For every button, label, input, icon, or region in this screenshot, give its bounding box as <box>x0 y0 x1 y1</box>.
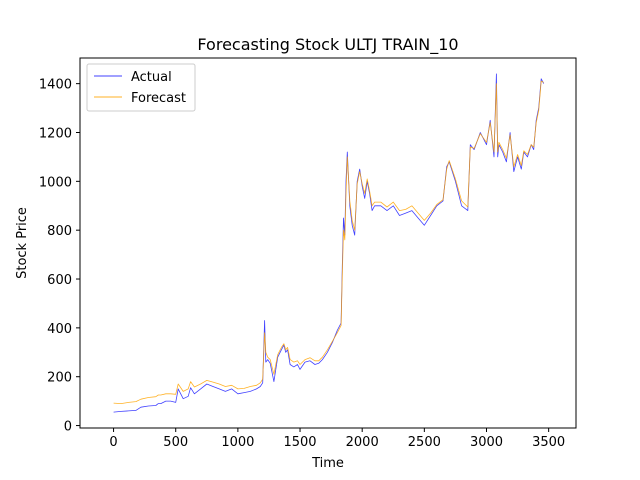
legend-label-forecast: Forecast <box>131 91 186 106</box>
chart-title: Forecasting Stock ULTJ TRAIN_10 <box>197 35 458 55</box>
y-tick-label: 400 <box>47 322 72 337</box>
legend: Actual Forecast <box>86 63 196 112</box>
y-tick-label: 200 <box>47 371 72 386</box>
y-tick-label: 800 <box>47 224 72 239</box>
y-axis-ticks: 0 200 400 600 800 1000 1200 1400 <box>39 78 80 435</box>
x-tick-label: 500 <box>163 435 188 450</box>
x-tick-label: 0 <box>109 435 117 450</box>
series-line-forecast <box>113 80 544 405</box>
x-tick-label: 1000 <box>221 435 254 450</box>
series-line-actual <box>113 73 545 413</box>
x-tick-label: 2500 <box>408 435 441 450</box>
y-axis-label: Stock Price <box>15 207 30 279</box>
y-tick-label: 0 <box>64 420 72 435</box>
y-tick-label: 600 <box>47 273 72 288</box>
y-tick-label: 1400 <box>39 78 72 93</box>
x-tick-label: 3500 <box>532 435 565 450</box>
plot-area-frame <box>79 57 577 429</box>
x-tick-label: 2000 <box>346 435 379 450</box>
plot-lines <box>113 73 545 413</box>
legend-label-actual: Actual <box>131 70 172 85</box>
y-tick-label: 1000 <box>39 175 72 190</box>
x-tick-label: 3000 <box>470 435 503 450</box>
x-axis-ticks: 0 500 1000 1500 2000 2500 3000 3500 <box>109 428 565 450</box>
x-axis-label: Time <box>311 456 344 471</box>
x-tick-label: 1500 <box>283 435 316 450</box>
y-tick-label: 1200 <box>39 126 72 141</box>
